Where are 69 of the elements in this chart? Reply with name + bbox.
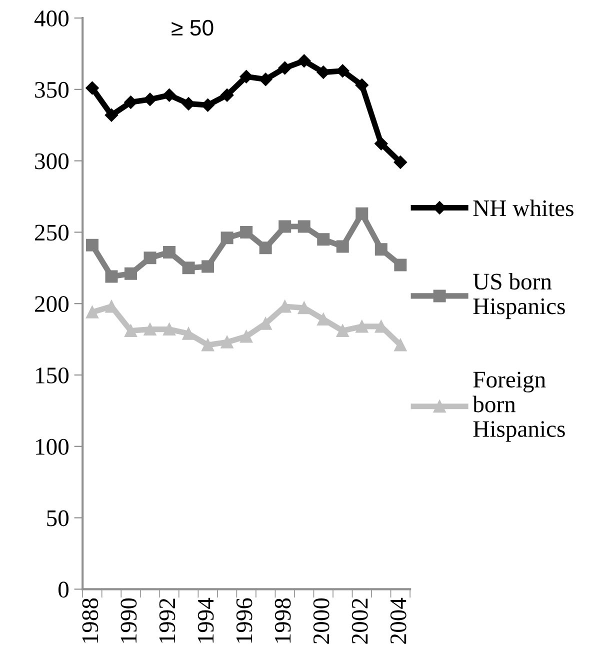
x-tick-label: 1998 bbox=[274, 598, 291, 643]
y-tick-label: 100 bbox=[36, 438, 69, 455]
point bbox=[124, 324, 138, 337]
point bbox=[298, 54, 311, 68]
point bbox=[220, 336, 234, 348]
point bbox=[124, 267, 138, 280]
point bbox=[298, 220, 310, 233]
point bbox=[317, 233, 330, 246]
legend-label: Foreign born Hispanics bbox=[472, 372, 565, 442]
point bbox=[240, 70, 253, 84]
point bbox=[355, 78, 368, 92]
point bbox=[394, 156, 408, 169]
point bbox=[240, 226, 253, 238]
x-tick-label: 1988 bbox=[82, 598, 98, 643]
legend-label: US born Hispanics bbox=[473, 272, 565, 320]
chart-title: ≥ 50 bbox=[172, 20, 214, 36]
point bbox=[374, 243, 388, 256]
point bbox=[124, 96, 138, 109]
point bbox=[182, 262, 195, 274]
point bbox=[182, 97, 196, 110]
point bbox=[259, 72, 272, 86]
point bbox=[278, 220, 292, 233]
y-tick-label: 200 bbox=[35, 296, 69, 312]
y-tick-label: 150 bbox=[36, 367, 69, 384]
x-tick-label: 2002 bbox=[352, 598, 368, 644]
y-tick-label: 0 bbox=[58, 582, 69, 598]
point bbox=[163, 246, 176, 258]
point bbox=[86, 238, 98, 252]
point bbox=[220, 88, 234, 102]
point bbox=[104, 108, 118, 122]
point bbox=[86, 81, 99, 95]
point bbox=[220, 232, 234, 244]
point bbox=[143, 92, 157, 106]
y-tick-label: 350 bbox=[35, 82, 69, 98]
x-tick-label: 1996 bbox=[236, 598, 252, 643]
point bbox=[144, 323, 156, 336]
x-tick-label: 2000 bbox=[313, 598, 330, 644]
point bbox=[202, 260, 214, 273]
point bbox=[316, 66, 330, 79]
point bbox=[259, 242, 272, 254]
x-tick-label: 1990 bbox=[120, 598, 137, 643]
point bbox=[86, 306, 98, 318]
point bbox=[278, 61, 292, 75]
point bbox=[202, 338, 214, 352]
point bbox=[298, 302, 310, 314]
y-tick-label: 400 bbox=[34, 10, 69, 26]
point bbox=[144, 252, 156, 264]
x-tick-label: 1992 bbox=[159, 598, 176, 643]
point bbox=[336, 64, 350, 78]
point bbox=[356, 320, 368, 333]
point bbox=[394, 258, 407, 272]
point bbox=[182, 327, 195, 340]
y-tick-label: 50 bbox=[47, 510, 69, 526]
point bbox=[356, 207, 368, 220]
point bbox=[105, 270, 118, 283]
point bbox=[336, 324, 349, 337]
x-tick-label: 2004 bbox=[390, 598, 406, 644]
point bbox=[336, 240, 349, 253]
point bbox=[374, 137, 388, 150]
point bbox=[201, 98, 214, 112]
point bbox=[317, 313, 330, 326]
point bbox=[163, 323, 176, 336]
point bbox=[240, 330, 253, 343]
y-tick-label: 300 bbox=[35, 153, 69, 170]
y-tick-label: 250 bbox=[35, 224, 69, 241]
legend-label: NH whites bbox=[473, 200, 574, 216]
point bbox=[394, 338, 407, 352]
x-tick-label: 1994 bbox=[198, 598, 214, 643]
point bbox=[162, 88, 176, 102]
